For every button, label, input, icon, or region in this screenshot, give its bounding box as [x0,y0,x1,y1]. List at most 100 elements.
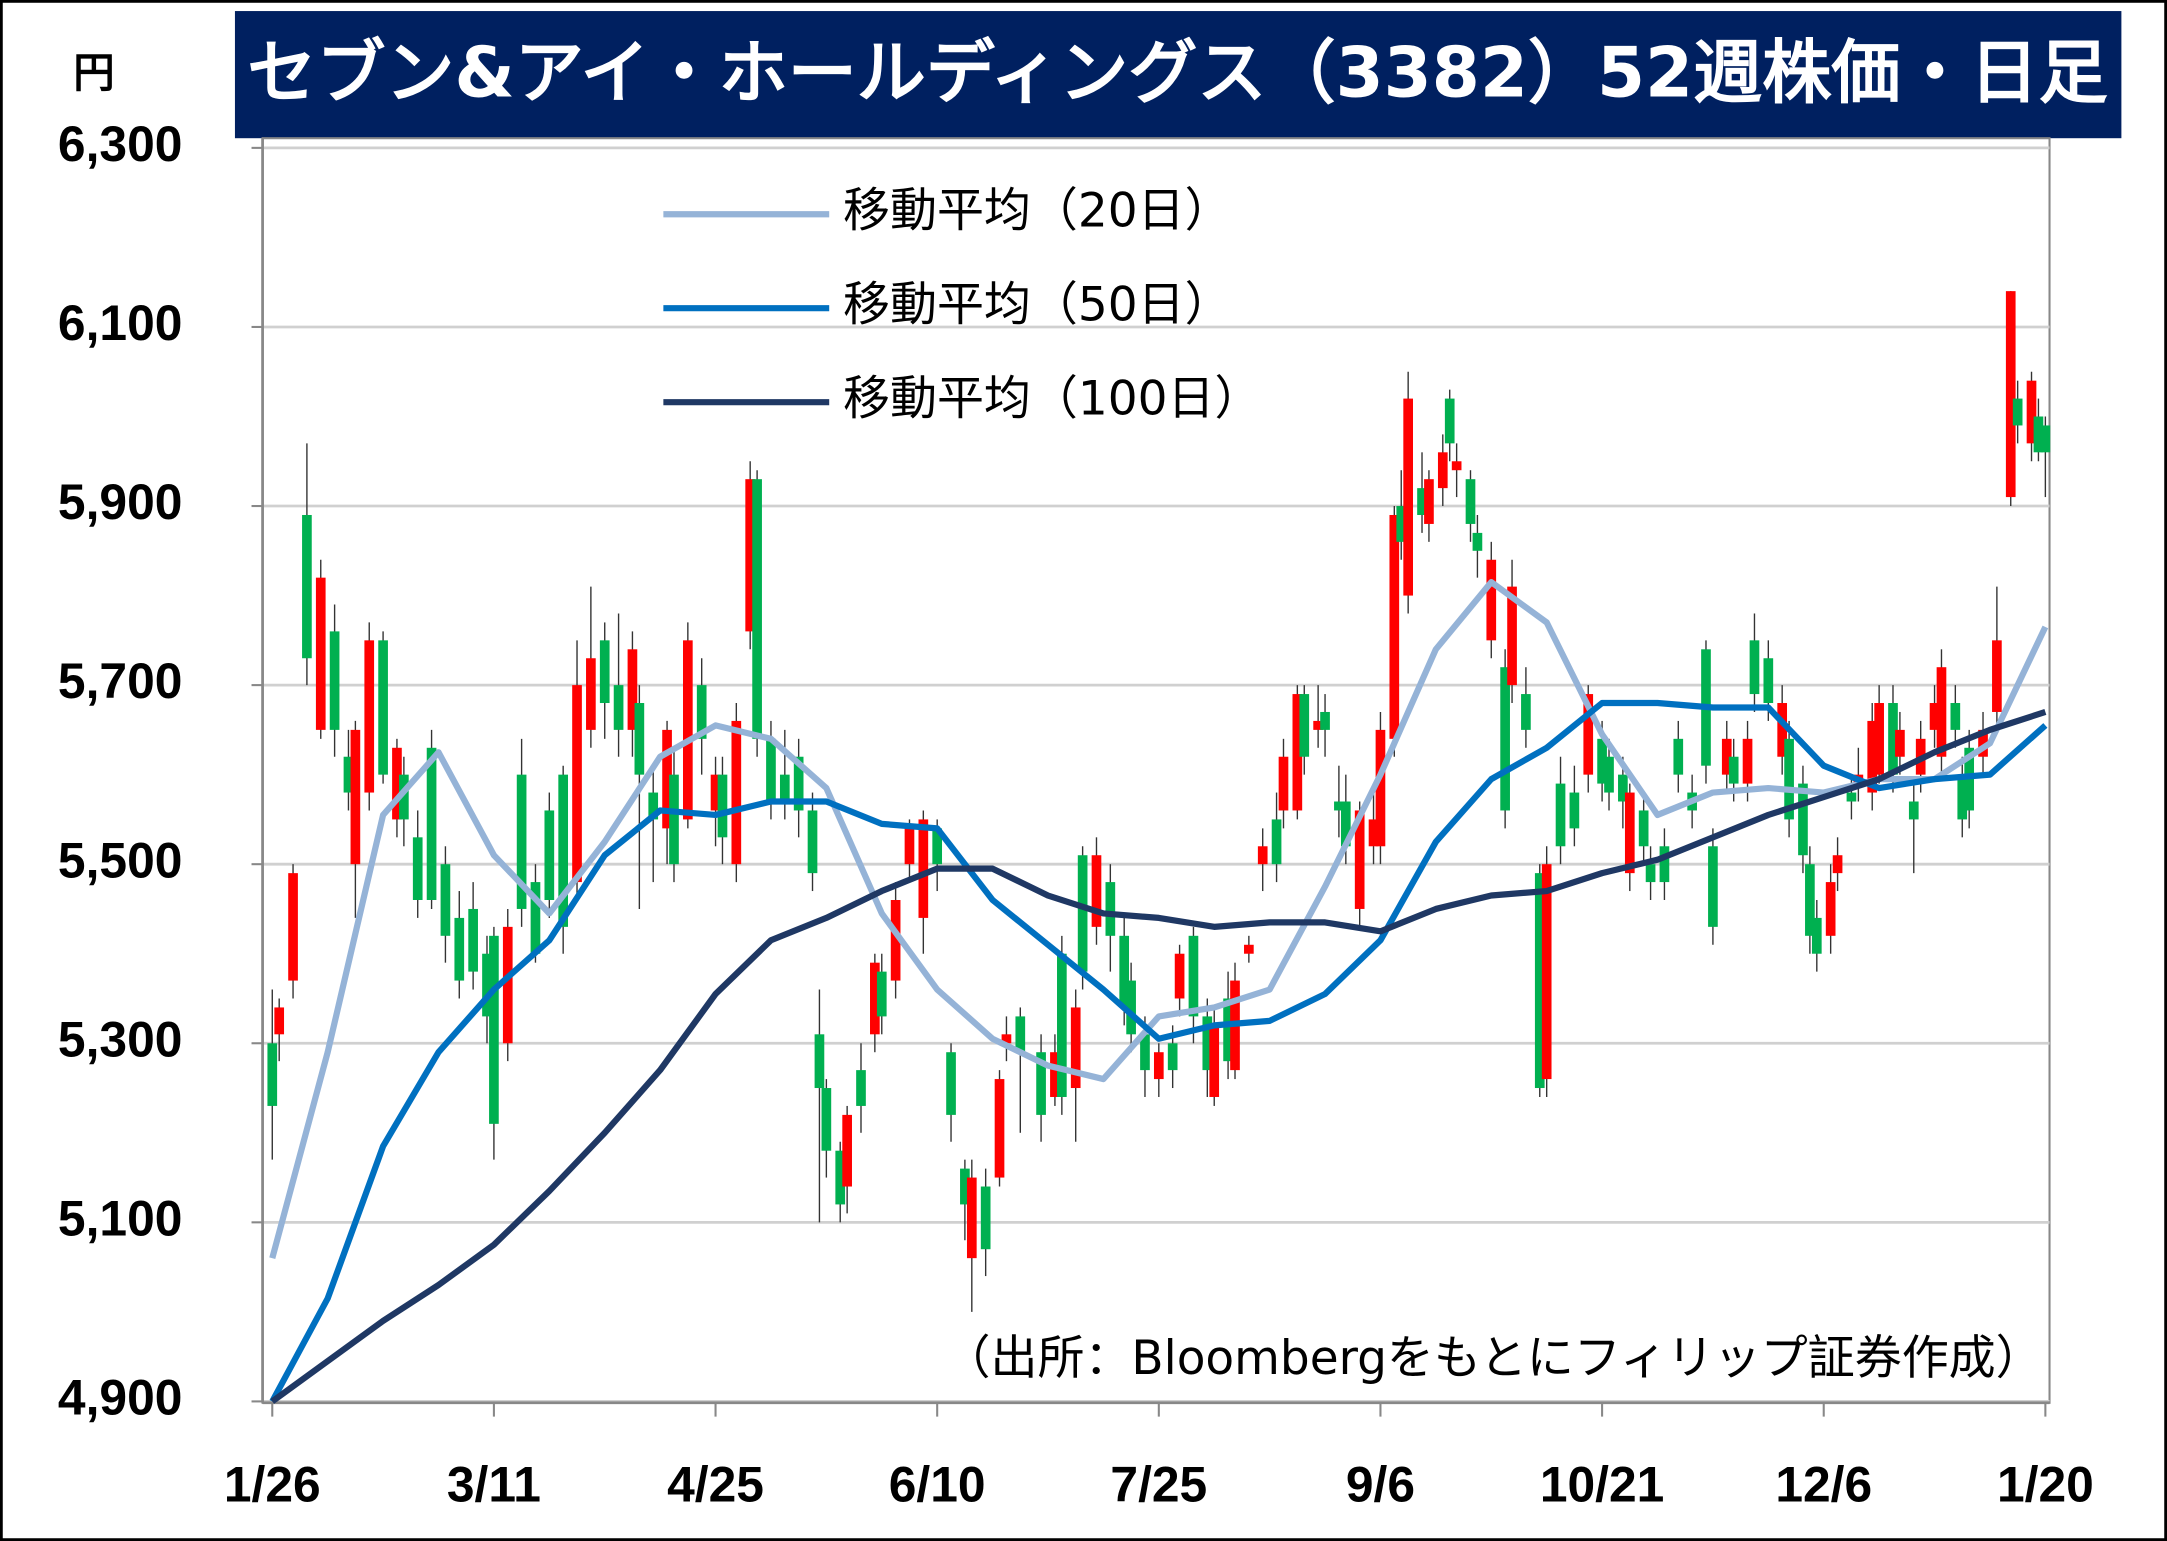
candle-body [627,649,638,730]
candle-body [1403,398,1413,596]
candle-body [364,640,375,793]
candle-body [502,926,513,1044]
candle-body [1742,738,1753,784]
candle-body [1472,532,1483,551]
candle-body [1202,1016,1213,1071]
candle-body [1389,514,1400,739]
candle-body [980,1186,991,1250]
candle-body [1036,1052,1046,1115]
candle-body [1541,864,1552,1080]
candle-body [1908,801,1919,820]
plot: 4,900 5,100 5,300 5,500 5,700 5,900 6,100 6,300… [58,116,2094,1513]
moving-average-line [270,709,2047,1404]
candle-body [1846,792,1857,802]
candle-body [1992,640,2002,712]
x-tick-label: 9/6 [1346,1457,1415,1513]
candle-body [1209,1025,1220,1097]
candle-body [1188,935,1199,1017]
candle-body [1638,810,1649,847]
candle-body [1798,783,1808,856]
candle-body [1153,1052,1164,1080]
y-tick-label: 5,700 [58,653,182,709]
candle-body [1895,729,1905,757]
candle-body [572,685,582,883]
candle-body [752,479,762,739]
candle-body [378,640,388,775]
candle-body [274,1007,285,1035]
candle-body [1451,461,1462,471]
candle-body [856,1070,866,1106]
candle-body [1444,398,1455,444]
candle-body [468,908,478,972]
y-tick-label: 6,300 [58,116,182,172]
candle-body [302,514,312,659]
candle-body [876,971,887,1017]
candle-body [1950,703,1961,730]
candle-body [1811,917,1822,954]
candle-body [1340,801,1351,847]
candle-body [412,837,423,900]
x-tick-label: 6/10 [889,1457,986,1513]
candle-body [960,1168,970,1205]
candle-body [1624,792,1635,874]
legend-label: 移動平均（50日） [843,278,1232,333]
candle-body [1050,1052,1060,1097]
candle-body [1424,479,1434,524]
candle-body [1936,667,1947,757]
candle-body [1465,479,1476,524]
candle-body [821,1088,832,1151]
candle-body [530,882,541,954]
candle-body [745,479,756,632]
candle-body [2033,416,2044,453]
candle-body [1167,1043,1178,1071]
candle-body [966,1177,977,1259]
candle-body [1174,953,1185,999]
candle-body [1091,855,1102,927]
candle-body [814,1034,825,1089]
candle-body [870,962,880,1035]
candle-body [1057,953,1067,1097]
candle-body [890,899,901,981]
candle-body [1334,801,1344,811]
candle-body [1015,1016,1026,1053]
candle-body [1001,1034,1012,1044]
candle-body [558,774,569,927]
candle-body [683,640,693,820]
candle-body [904,828,915,865]
candle-body [1929,703,1940,730]
candle-body [343,756,354,793]
candle-body [1070,1007,1081,1089]
candle-body [807,810,818,874]
x-tick-label: 4/25 [667,1457,764,1513]
candle-body [1507,586,1517,686]
x-tick-label: 7/25 [1110,1457,1207,1513]
candle-body [1825,882,1836,936]
candle-body [599,640,610,704]
candle-body [1486,559,1497,641]
candle-body [1708,846,1718,927]
candle-body [1749,640,1760,695]
candle-body [586,658,596,730]
candle-body [1805,864,1815,936]
candle-body [482,953,492,1017]
y-unit: 円 [73,49,114,97]
candle-body [779,774,790,802]
candle-body [1278,756,1289,811]
candle-body [1597,738,1607,784]
candle-body [1888,703,1898,775]
candle-body [399,774,409,820]
candle-body [994,1079,1005,1178]
candle-body [1763,658,1774,704]
candle-body [731,720,742,865]
x-tick-label: 1/20 [1997,1457,2094,1513]
candle-body [1645,864,1656,883]
candle-body [1583,694,1594,775]
x-tick-label: 1/26 [224,1457,321,1513]
candle-body [842,1114,852,1187]
candle-body [392,747,402,820]
candle-body [1978,729,1988,757]
candle-body [1417,488,1427,515]
candle-body [634,703,645,775]
